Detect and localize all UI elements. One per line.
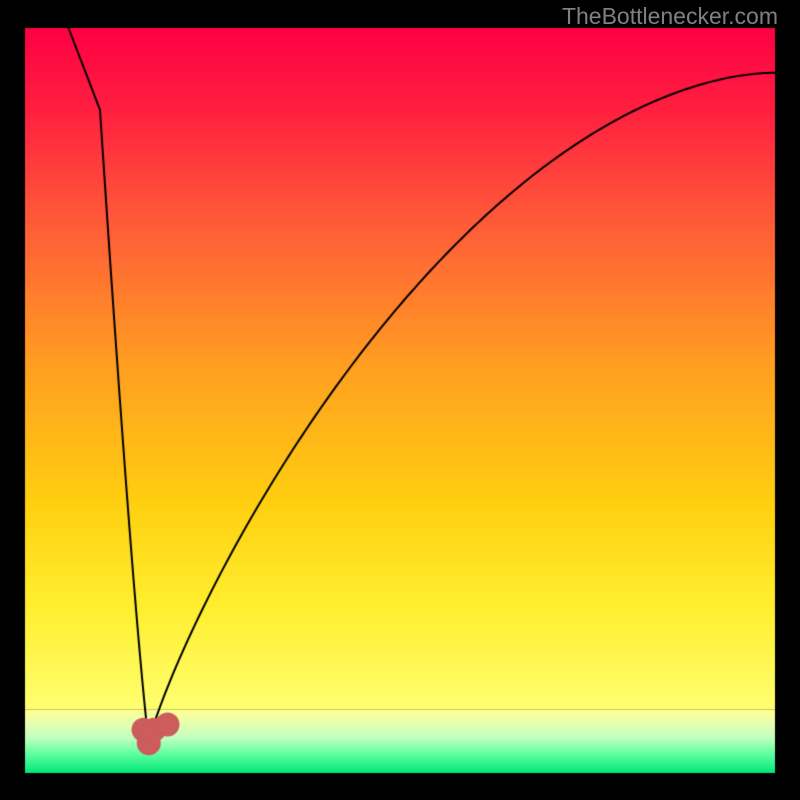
bottleneck-chart-canvas: [0, 0, 800, 800]
figure-root: TheBottlenecker.com: [0, 0, 800, 800]
